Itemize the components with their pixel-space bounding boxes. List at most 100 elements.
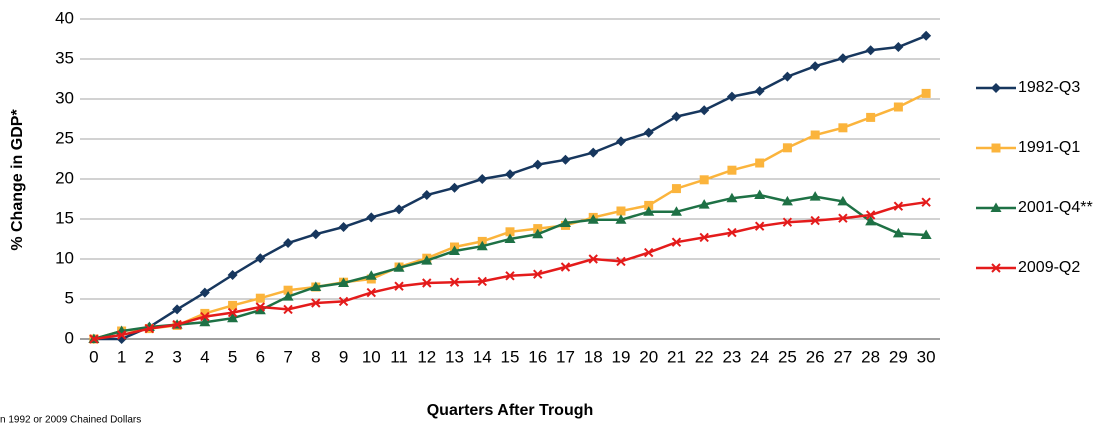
marker [699,175,709,185]
x-tick-label: 12 [417,347,436,366]
marker [477,276,487,287]
x-tick-label: 18 [584,347,603,366]
marker [338,222,349,232]
x-tick-label: 3 [172,347,181,366]
marker [837,53,848,64]
legend-label: 2009-Q2 [1018,259,1080,276]
marker [228,300,238,310]
marker [727,165,737,175]
marker [227,270,238,280]
marker [754,189,766,199]
marker [227,307,238,318]
marker [781,195,793,206]
x-tick-label: 27 [833,347,852,366]
marker [310,281,322,291]
x-tick-label: 16 [528,347,547,366]
marker [255,253,266,264]
x-tick-label: 25 [778,347,797,366]
footnote: n 1992 or 2009 Chained Dollars [0,415,141,426]
marker [838,123,848,133]
legend-label: 1982-Q3 [1018,79,1080,96]
x-tick-label: 30 [917,347,936,366]
marker [200,308,210,318]
marker [726,192,738,203]
y-axis-title: % Change in GDP* [9,109,26,251]
marker [366,287,376,298]
legend-marker [990,202,1002,212]
marker [394,281,404,291]
y-tick-label: 20 [55,168,74,187]
x-tick-label: 17 [556,347,575,366]
marker [449,182,460,193]
marker [893,42,904,52]
marker [560,262,571,272]
x-tick-label: 8 [311,347,320,366]
marker [892,227,904,238]
marker [394,204,405,215]
marker [421,190,432,200]
marker [643,127,654,138]
x-tick-label: 19 [612,347,631,366]
marker [588,147,599,158]
x-tick-label: 21 [667,347,686,366]
x-tick-label: 14 [473,347,492,366]
marker [532,228,544,239]
marker [810,215,820,226]
marker [311,298,321,308]
x-tick-label: 23 [722,347,741,366]
y-tick-label: 25 [55,128,74,147]
marker [199,316,211,327]
marker [670,206,682,216]
marker [283,285,293,295]
y-tick-label: 40 [55,8,74,27]
y-tick-label: 35 [55,48,74,67]
x-tick-label: 15 [501,347,520,366]
marker [227,312,239,323]
marker [422,278,432,288]
x-tick-label: 11 [390,347,408,366]
marker [559,217,571,227]
marker [587,214,599,224]
series-line [93,92,927,341]
x-tick-label: 24 [750,347,769,366]
marker [893,201,904,211]
marker [393,262,405,272]
series-line [93,193,927,341]
marker [365,270,377,280]
marker [920,229,932,239]
series-line [93,200,927,341]
x-tick-label: 10 [362,347,381,366]
x-tick-label: 7 [283,347,292,366]
marker [644,200,654,210]
marker [532,159,543,170]
marker [476,240,488,251]
marker [449,245,461,255]
marker [644,247,654,258]
marker [338,277,350,287]
marker [477,174,488,184]
x-tick-label: 13 [445,347,464,366]
marker [172,304,183,315]
x-tick-label: 2 [145,347,154,366]
marker [560,154,571,165]
marker [282,291,294,301]
marker [505,271,515,281]
marker [144,323,155,334]
marker [505,169,515,180]
y-tick-label: 0 [65,328,74,347]
marker [199,287,210,298]
legend-marker [991,263,1001,273]
marker [921,88,931,98]
series-line [93,34,927,341]
marker [504,233,516,243]
marker [671,111,682,122]
marker [782,71,793,82]
marker [283,238,294,248]
marker [338,296,349,307]
x-tick-label: 9 [339,347,348,366]
marker [616,206,626,216]
marker [921,30,932,41]
marker [116,330,127,340]
legend-label: 1991-Q1 [1018,139,1080,156]
